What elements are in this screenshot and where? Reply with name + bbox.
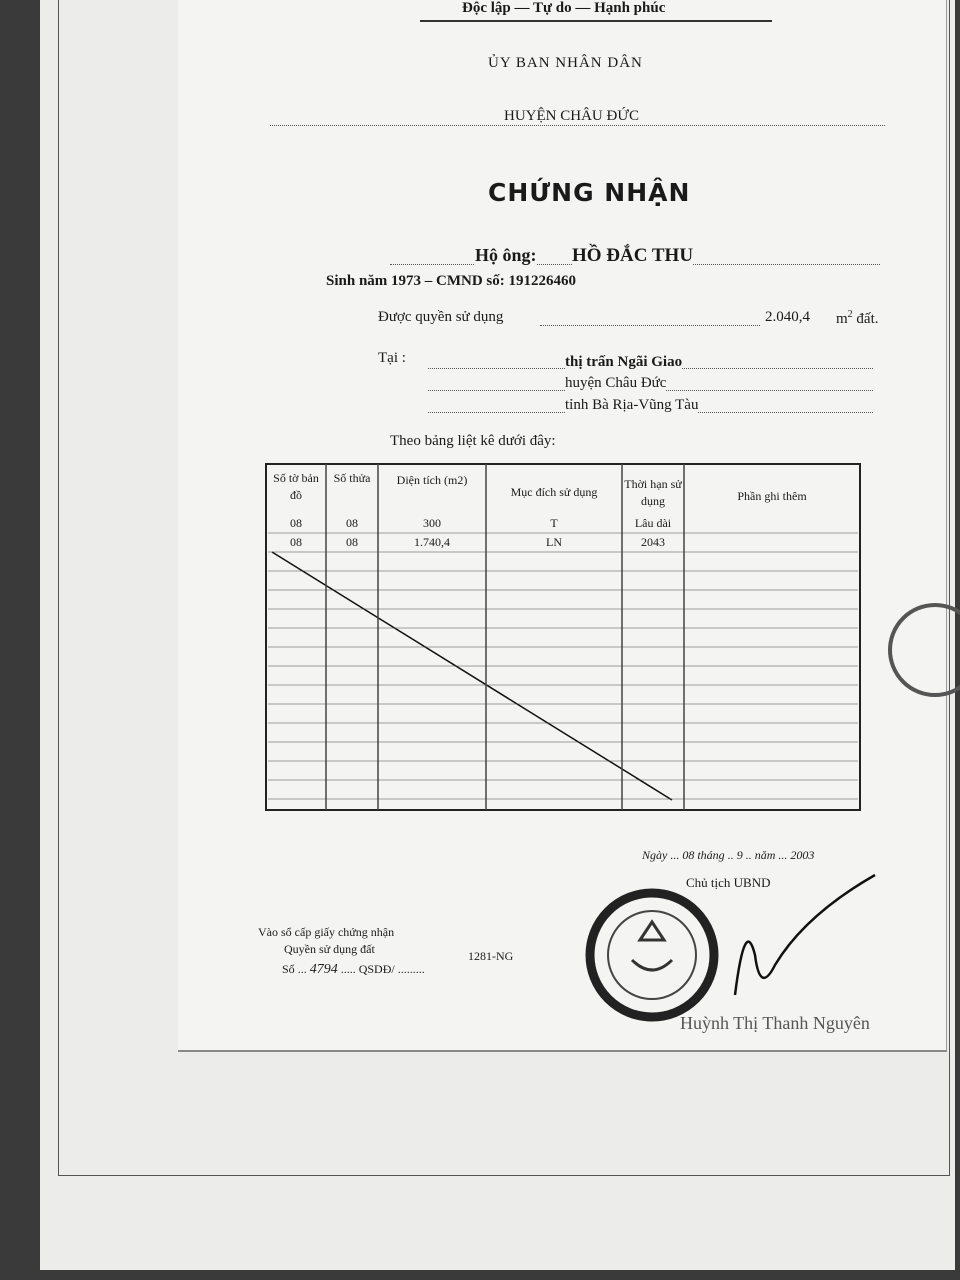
holder-name: HỒ ĐẮC THU: [572, 245, 694, 267]
table-cell: 2043: [641, 535, 665, 549]
table-header: Số tờ bản đồ: [273, 471, 319, 502]
registry-code: 1281-NG: [468, 949, 514, 963]
table-cell: 1.740,4: [414, 535, 450, 549]
area-label: Được quyền sử dụng: [378, 309, 504, 325]
location-line: tỉnh Bà Rịa-Vũng Tàu: [565, 397, 699, 414]
signer-name: Huỳnh Thị Thanh Nguyên: [680, 1013, 870, 1033]
table-cell: 08: [346, 516, 358, 530]
registry-number: Số ... 4794 ..... QSDĐ/ .........: [282, 962, 425, 977]
unit: m: [836, 311, 848, 327]
certificate: [178, 0, 947, 1052]
table-intro: Theo bảng liệt kê dưới đây:: [390, 433, 556, 449]
table-cell: T: [550, 516, 558, 530]
table-cell: 08: [346, 535, 358, 549]
authority: ỦY BAN NHÂN DÂN: [488, 55, 643, 71]
number-label: Số: [282, 962, 295, 976]
registry-line: Vào sổ cấp giấy chứng nhận: [258, 925, 395, 939]
table-cell: LN: [546, 535, 562, 549]
district: HUYỆN CHÂU ĐỨC: [502, 108, 641, 125]
area-unit: m2 đất.: [836, 309, 879, 328]
area-value: 2.040,4: [765, 309, 810, 325]
table-header: Mục đích sử dụng: [510, 485, 598, 499]
number: 4794: [309, 962, 338, 977]
year-label: năm: [754, 848, 776, 862]
motto: Độc lập — Tự do — Hạnh phúc: [462, 0, 666, 16]
month-label: tháng: [697, 848, 725, 862]
location-label: Tại :: [378, 350, 406, 366]
dotted-line: [540, 325, 760, 326]
year: 2003: [790, 848, 815, 862]
holder-id: Sinh năm 1973 – CMND số: 191226460: [326, 273, 577, 289]
unit-suffix: đất.: [856, 311, 879, 327]
dotted-line: [270, 125, 885, 126]
location-line: thị trấn Ngãi Giao: [565, 354, 683, 371]
paper-border: [58, 0, 950, 1176]
side-stamp: [888, 603, 960, 697]
day-label: Ngày: [642, 848, 668, 862]
signature: [733, 873, 876, 996]
number-suffix: QSDĐ/: [358, 962, 395, 976]
table-cell: 300: [423, 516, 441, 530]
unit-power: 2: [847, 309, 853, 320]
table-cell: 08: [290, 516, 302, 530]
table-header: Diện tích (m2): [396, 473, 468, 487]
table-header: Phần ghi thêm: [737, 489, 807, 503]
location-line: huyện Châu Đức: [565, 375, 667, 392]
table-header: Thời hạn sử dụng: [624, 477, 682, 508]
seal: [585, 888, 719, 1022]
table-border: [265, 463, 861, 811]
date: Ngày ... 08 tháng .. 9 .. năm ... 2003: [642, 848, 815, 862]
day: 08: [682, 848, 695, 862]
table-header: Số thửa: [333, 471, 371, 485]
rule: [420, 20, 772, 22]
cancel-diagonal: [271, 551, 673, 801]
table-cell: Lâu dài: [634, 516, 672, 530]
month: 9: [736, 848, 743, 862]
seal-emblem: [630, 919, 674, 972]
table-cell: 08: [290, 535, 302, 549]
signer-title: Chủ tịch UBND: [686, 875, 771, 890]
registry-line: Quyền sử dụng đất: [284, 942, 375, 956]
title: CHỨNG NHẬN: [488, 178, 691, 207]
seal-inner: [607, 910, 697, 1000]
holder-label: Hộ ông:: [475, 245, 537, 266]
